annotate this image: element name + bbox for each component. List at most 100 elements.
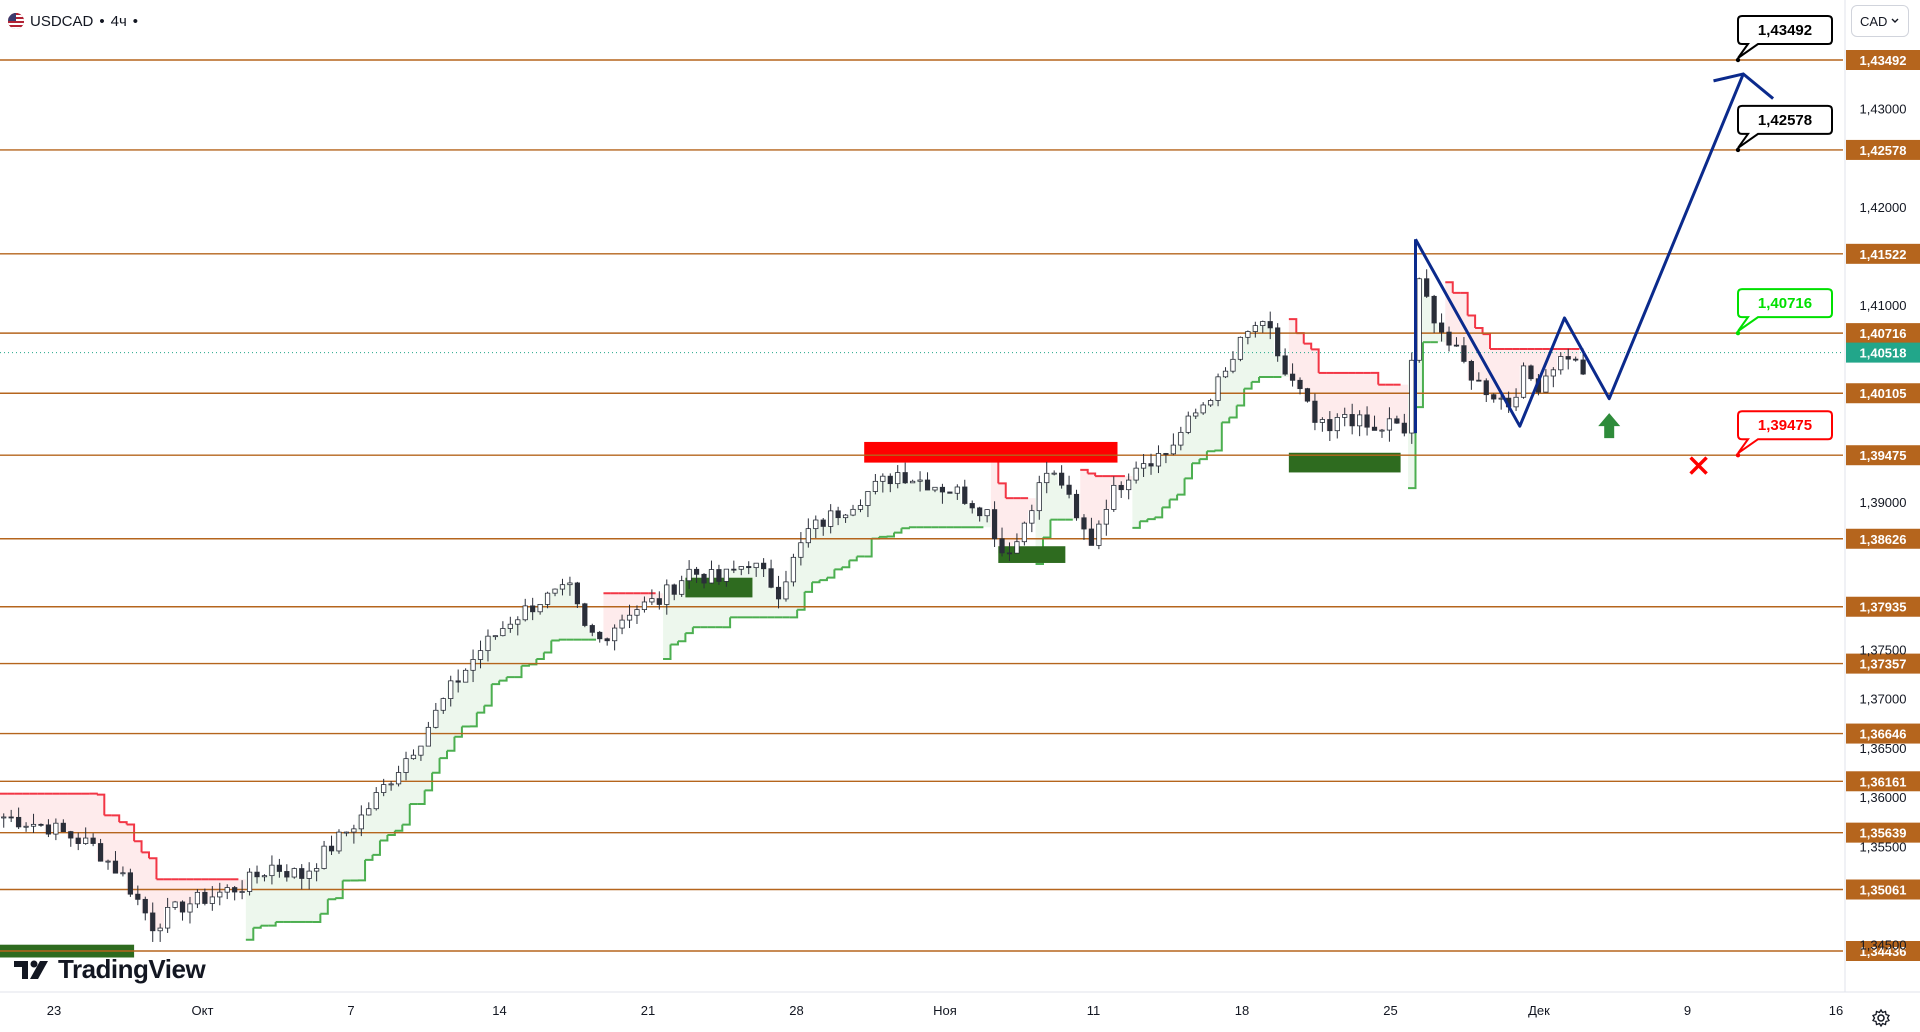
gear-icon[interactable] (1871, 1008, 1891, 1028)
trail-segment (841, 560, 851, 569)
trail-segment (111, 814, 121, 823)
trail-fill (528, 611, 537, 665)
symbol-header[interactable]: USDCAD • 4ч • (8, 9, 138, 33)
candle-body (932, 486, 938, 491)
trail-fill (1363, 372, 1371, 428)
trail-segment (1475, 327, 1484, 335)
trail-fill (1251, 325, 1260, 382)
trailing-stop-indicator (0, 278, 1580, 941)
trail-fill (834, 517, 842, 570)
trail-fill (1147, 466, 1155, 520)
trail-segment (1214, 422, 1223, 452)
candle-body (746, 566, 752, 569)
level-label-bg (1846, 941, 1920, 961)
trail-segment (1184, 463, 1193, 480)
price-tick-label: 1,36000 (1860, 790, 1907, 805)
trail-fill (1065, 494, 1073, 520)
time-tick-label: 14 (492, 1003, 506, 1018)
trail-fill (625, 593, 634, 616)
level-label-bg (1846, 445, 1920, 466)
time-tick-label: 11 (1087, 1003, 1101, 1018)
candle-body (924, 479, 931, 491)
trail-fill (1080, 469, 1088, 530)
trail-segment (551, 639, 560, 642)
candle-body (179, 901, 186, 913)
trail-fill (864, 491, 872, 557)
trail-fill (335, 832, 343, 899)
candle-body (1349, 414, 1355, 427)
candle-body (60, 822, 66, 833)
candle-body (314, 868, 320, 872)
candle-body (656, 598, 662, 605)
candle-body (768, 568, 774, 588)
trail-fill (1370, 372, 1379, 431)
price-tick-label: 1,35500 (1860, 839, 1907, 854)
candle-body (1133, 467, 1139, 481)
trail-fill (1333, 372, 1341, 418)
candle-body (679, 580, 685, 595)
tradingview-logo[interactable]: TradingView (14, 954, 206, 985)
trail-fill (826, 510, 835, 578)
candle-body (507, 623, 513, 629)
candle-body (1267, 321, 1273, 329)
candle-body (1379, 429, 1385, 432)
trail-fill (916, 480, 924, 528)
trail-fill (0, 793, 8, 817)
candle-body (1453, 344, 1460, 347)
trail-segment (312, 913, 322, 923)
candle-body (1416, 278, 1422, 361)
tradingview-logo-icon (14, 960, 48, 979)
trail-fill (22, 793, 30, 827)
trail-segment (1199, 451, 1208, 461)
level-label: 1,39475 (1860, 448, 1907, 463)
trail-fill (245, 872, 254, 940)
buy-arrow-icon (1598, 413, 1621, 439)
trail-segment (424, 772, 434, 792)
candle-body (105, 860, 111, 863)
level-label: 1,34436 (1860, 944, 1907, 959)
trail-fill (1422, 296, 1431, 343)
candle-body (708, 569, 715, 584)
trail-fill (1296, 333, 1304, 389)
candle-body (157, 927, 163, 932)
time-tick-label: Ноя (933, 1003, 957, 1018)
trail-fill (186, 879, 194, 904)
candle-body (530, 605, 536, 613)
trail-fill (938, 491, 947, 528)
trail-fill (603, 593, 611, 641)
candle-body (977, 507, 983, 517)
trail-fill (879, 476, 887, 537)
trail-segment (134, 840, 143, 853)
trail-fill (52, 793, 60, 824)
candle-body (1200, 404, 1206, 414)
candle-body (1088, 528, 1095, 546)
candle-body (559, 584, 566, 590)
trail-fill (1467, 315, 1476, 381)
trail-fill (953, 486, 962, 528)
candle-body (641, 601, 648, 611)
trail-fill (461, 670, 470, 727)
trail-fill (789, 557, 798, 618)
candle-body (1215, 376, 1221, 401)
trail-fill (298, 878, 306, 922)
horizontal-levels (0, 59, 1843, 952)
level-label: 1,37935 (1860, 600, 1907, 615)
trail-segment (372, 840, 381, 856)
candle-body (887, 475, 893, 485)
trail-fill (1229, 359, 1237, 418)
price-tick-label: 1,41000 (1860, 298, 1907, 313)
trail-fill (1326, 372, 1334, 431)
candle-body (1304, 388, 1311, 402)
callout-box (1737, 15, 1833, 59)
currency-button[interactable]: CAD (1851, 5, 1909, 37)
callout-label: 1,40716 (1758, 295, 1812, 312)
trail-fill (1318, 372, 1327, 420)
trail-fill (365, 808, 373, 860)
candle-body (649, 598, 655, 603)
candle-body (1193, 412, 1199, 417)
candle-body (500, 628, 506, 637)
trail-fill (849, 509, 857, 561)
candle-body (1096, 523, 1102, 546)
trail-fill (379, 784, 388, 841)
